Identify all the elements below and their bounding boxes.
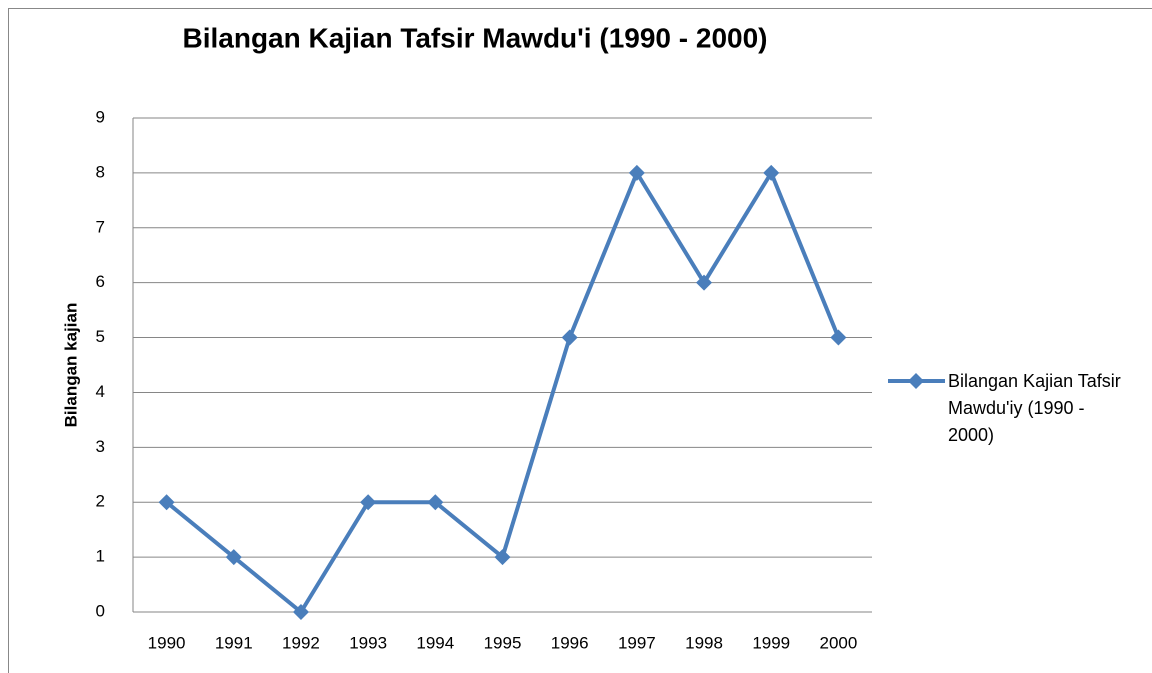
data-point — [763, 164, 780, 181]
x-tick-label: 1995 — [484, 633, 522, 652]
y-tick-label: 9 — [96, 107, 105, 126]
x-tick-label: 1994 — [416, 633, 454, 652]
data-point — [292, 604, 309, 620]
y-tick-label: 3 — [96, 437, 105, 456]
y-tick-label: 2 — [96, 492, 105, 511]
data-point — [427, 494, 444, 511]
data-point — [561, 329, 578, 346]
data-point — [158, 494, 175, 511]
y-tick-label: 0 — [96, 601, 105, 620]
x-tick-label: 1993 — [349, 633, 387, 652]
legend-marker — [908, 373, 924, 389]
y-tick-label: 6 — [96, 272, 105, 291]
chart-frame — [8, 8, 1152, 673]
x-tick-label: 1992 — [282, 633, 320, 652]
data-point — [628, 164, 645, 181]
x-tick-label: 2000 — [819, 633, 857, 652]
legend-label: Bilangan Kajian Tafsir Mawdu'iy (1990 - … — [948, 371, 1121, 445]
x-tick-label: 1991 — [215, 633, 253, 652]
y-tick-label: 7 — [96, 217, 105, 236]
x-tick-label: 1997 — [618, 633, 656, 652]
x-tick-label: 1996 — [551, 633, 589, 652]
data-point — [494, 549, 511, 566]
data-point — [225, 549, 242, 566]
x-tick-label: 1998 — [685, 633, 723, 652]
chart-title: Bilangan Kajian Tafsir Mawdu'i (1990 - 2… — [183, 22, 768, 53]
x-tick-label: 1990 — [148, 633, 186, 652]
y-axis-label: Bilangan kajian — [61, 303, 80, 428]
data-point — [696, 274, 713, 291]
y-tick-label: 8 — [96, 162, 105, 181]
x-tick-label: 1999 — [752, 633, 790, 652]
data-point — [830, 329, 847, 346]
y-tick-label: 1 — [96, 547, 105, 566]
y-tick-label: 4 — [96, 382, 105, 401]
y-tick-label: 5 — [96, 327, 105, 346]
data-point — [360, 494, 377, 511]
